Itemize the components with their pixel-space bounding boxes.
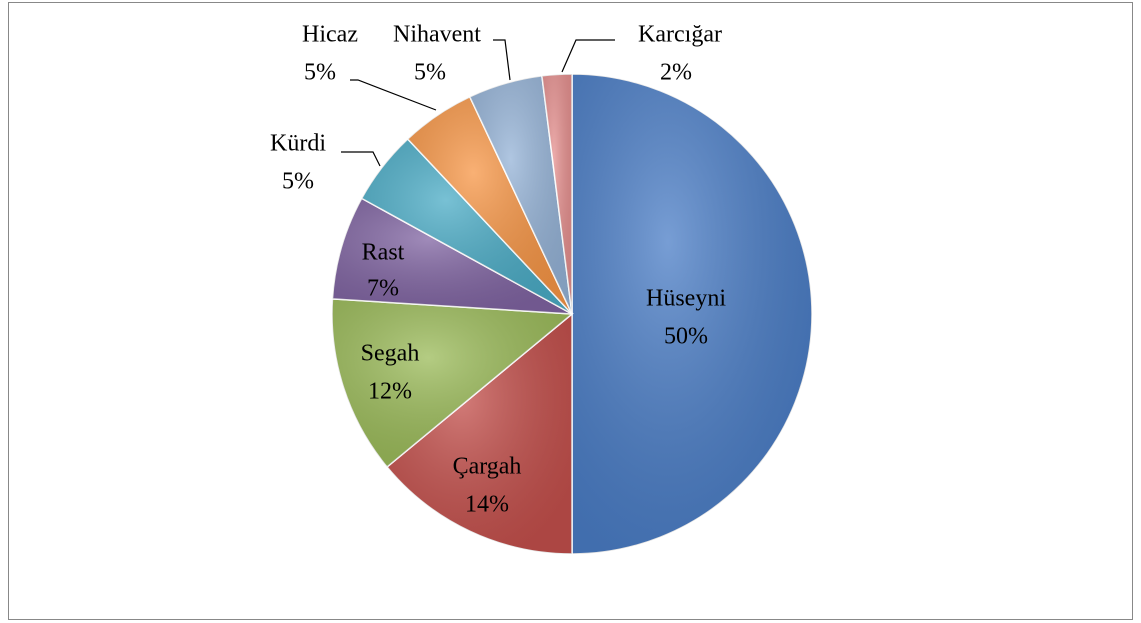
slice-label: Nihavent <box>393 22 481 48</box>
slice-label: Karcığar <box>638 22 722 48</box>
leader-line <box>350 79 437 111</box>
slice-label: Hicaz <box>302 22 358 48</box>
leader-line <box>561 39 615 73</box>
slice-value-label: 7% <box>367 276 399 302</box>
slice-value-label: 5% <box>414 60 446 86</box>
slice-value-label: 14% <box>465 492 509 518</box>
leader-line <box>493 39 511 81</box>
slice-value-label: 5% <box>304 60 336 86</box>
slice-value-label: 12% <box>368 379 412 405</box>
slice-label: Çargah <box>453 454 522 480</box>
slice-shade <box>387 314 572 554</box>
slice-label: Segah <box>361 341 420 367</box>
slice-shade <box>361 139 572 314</box>
slice-value-label: 5% <box>282 169 314 195</box>
slice-value-label: 50% <box>664 324 708 350</box>
slice-label: Rast <box>362 240 405 266</box>
leader-line <box>341 151 381 167</box>
slice-label: Hüseyni <box>646 286 726 312</box>
slice-shade <box>332 298 572 467</box>
slice-shade <box>541 74 572 314</box>
slice-label: Kürdi <box>270 131 326 157</box>
slice-shade <box>572 74 812 554</box>
slice-shade <box>469 75 572 314</box>
slice-value-label: 2% <box>660 60 692 86</box>
slice-shade <box>332 198 572 314</box>
slice-shade <box>407 96 572 314</box>
